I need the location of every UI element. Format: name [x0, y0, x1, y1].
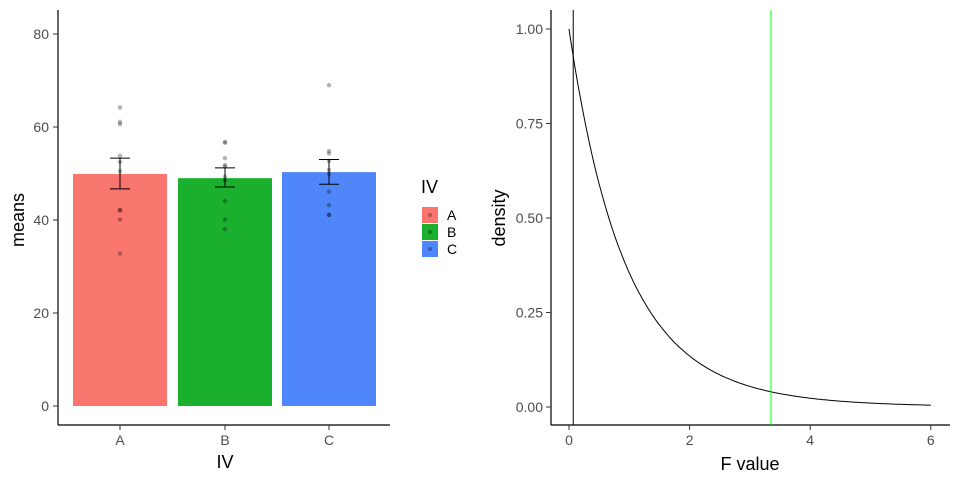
bar-A [73, 173, 167, 406]
legend-label: C [447, 241, 457, 257]
x-tick-label: B [220, 432, 229, 448]
data-point [117, 208, 123, 213]
data-point [117, 119, 123, 125]
y-tick-label: 40 [33, 212, 49, 228]
data-point [222, 139, 228, 145]
legend-key-B [422, 224, 438, 240]
legend-point [428, 213, 432, 217]
x-axis-title: IV [216, 452, 233, 472]
data-point [117, 105, 123, 110]
y-tick-label: 0.50 [516, 210, 543, 226]
y-tick-label: 20 [33, 305, 49, 321]
x-tick-label: 0 [565, 432, 573, 448]
x-tick-label: C [324, 432, 334, 448]
data-point [326, 151, 332, 156]
x-tick-label: 2 [686, 432, 694, 448]
legend-key-C [422, 241, 438, 257]
y-axis-title: density [489, 189, 509, 246]
data-point [326, 212, 332, 218]
data-point [326, 148, 332, 154]
data-point [222, 162, 228, 168]
data-point [222, 140, 228, 146]
data-point [326, 82, 332, 88]
legend-title: IV [421, 177, 438, 197]
x-axis-title: F value [720, 454, 779, 474]
y-tick-label: 0 [41, 398, 49, 414]
x-tick-label: 4 [806, 432, 814, 448]
density-curve [568, 28, 931, 406]
data-point [117, 251, 123, 256]
data-point [222, 227, 228, 232]
data-point [326, 202, 332, 208]
y-tick-label: 0.25 [516, 305, 543, 321]
data-point [326, 189, 332, 194]
y-tick-label: 60 [33, 119, 49, 135]
data-point [222, 155, 228, 161]
x-tick-label: 6 [927, 432, 935, 448]
data-point [117, 153, 123, 159]
data-point [222, 217, 228, 222]
data-point [222, 198, 228, 204]
y-tick-label: 0.75 [516, 116, 543, 132]
y-axis-title: means [8, 193, 28, 247]
legend-label: A [447, 207, 457, 223]
legend-label: B [447, 224, 456, 240]
data-point [117, 122, 123, 127]
y-tick-label: 0.00 [516, 399, 543, 415]
bar-B [178, 178, 272, 406]
legend-key-A [422, 207, 438, 223]
x-tick-label: A [115, 432, 125, 448]
legend-point [428, 247, 432, 251]
data-point [117, 208, 123, 213]
y-tick-label: 1.00 [516, 21, 543, 37]
density-chart-panel: 0.00 0.25 0.50 0.75 1.00 0 2 4 6 F value density [489, 10, 950, 474]
bar-C [282, 172, 376, 406]
legend-point [428, 230, 432, 234]
y-tick-label: 80 [33, 26, 49, 42]
data-point [117, 217, 123, 222]
data-point [326, 212, 332, 218]
